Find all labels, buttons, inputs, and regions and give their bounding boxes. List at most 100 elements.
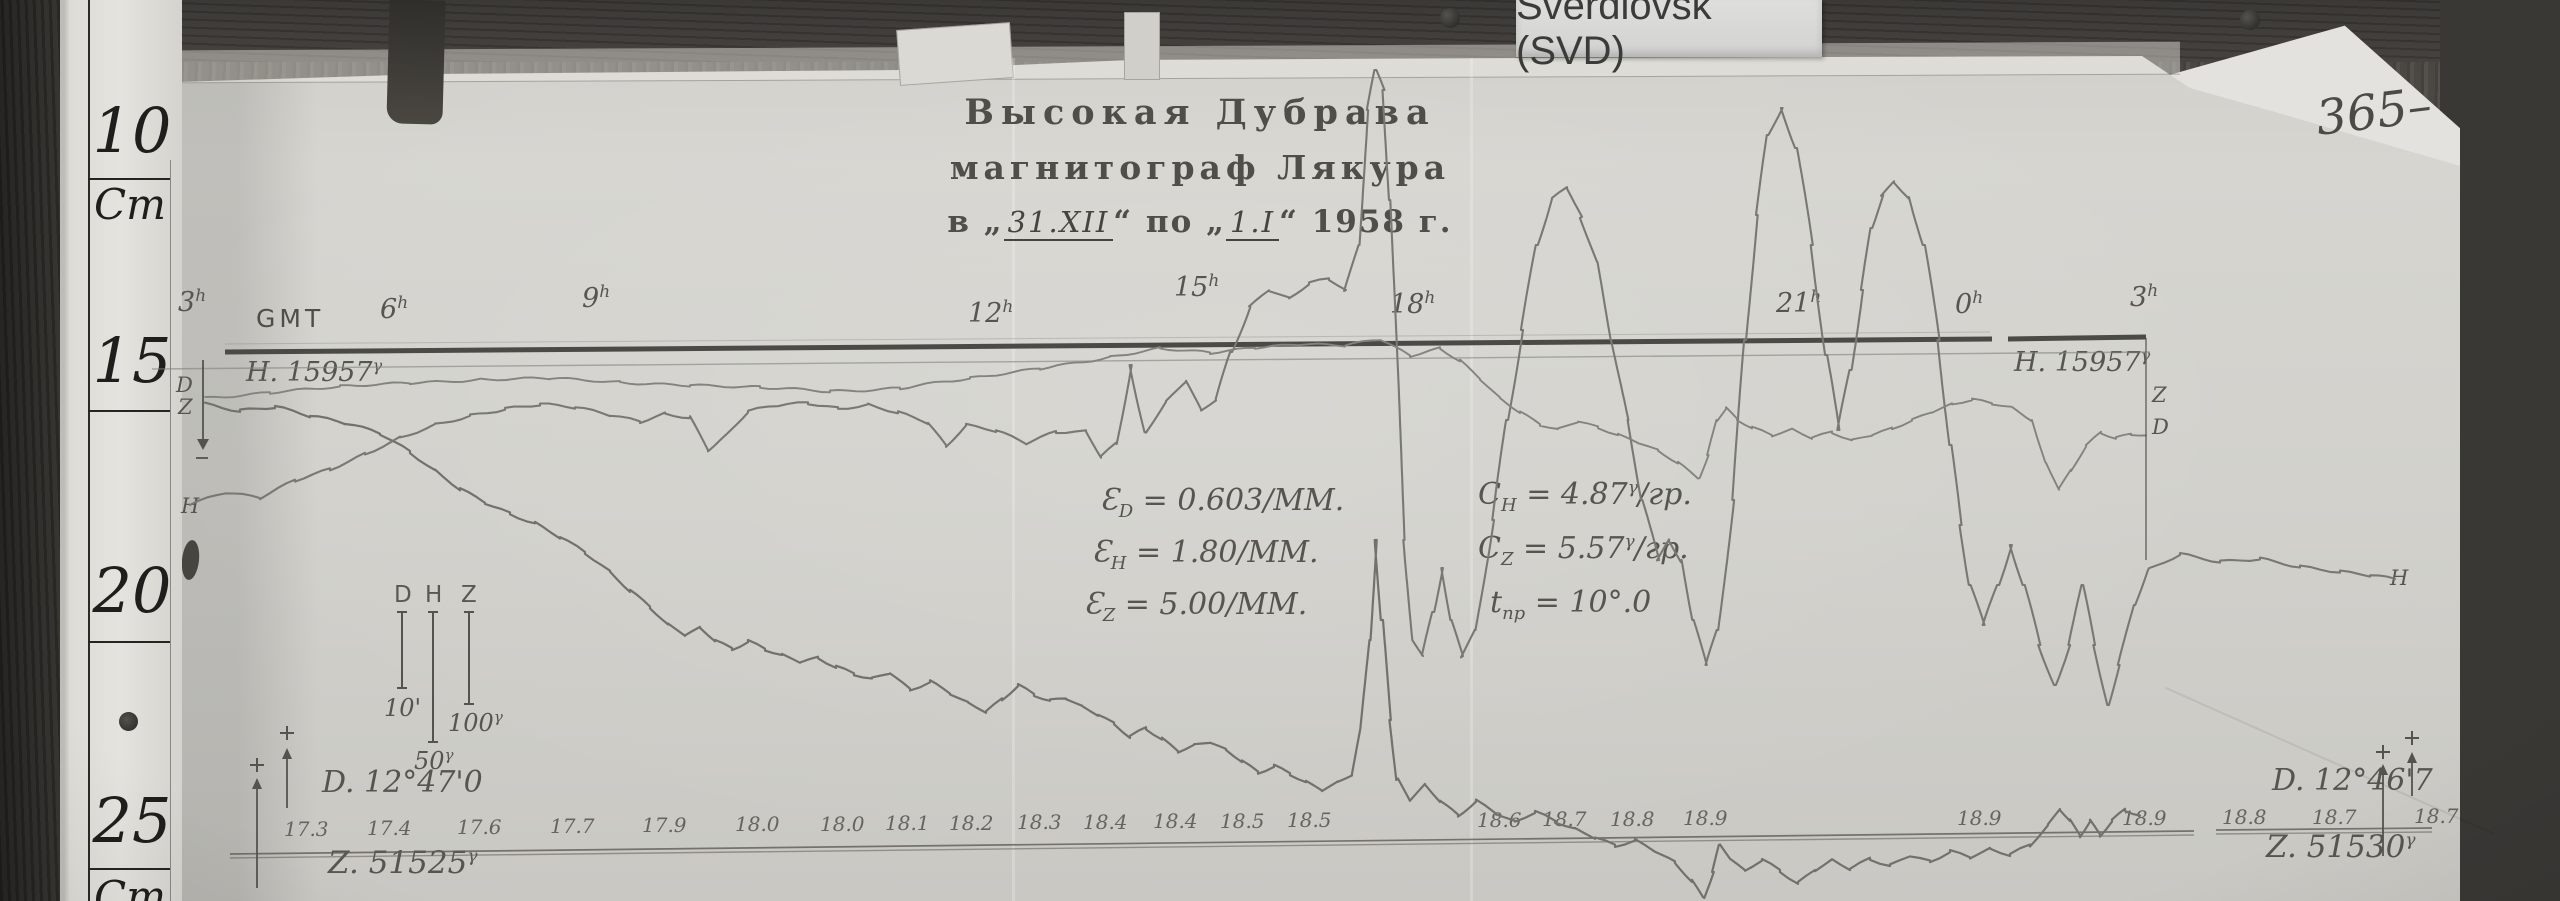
h-baseline-value: H. 15957	[2014, 347, 2141, 378]
z-baseline-value: Z. 51530	[2266, 829, 2406, 865]
date-to: 1.I	[1225, 205, 1280, 241]
temperature-value: 18.2	[949, 811, 994, 835]
temperature-value: 18.7	[1542, 807, 1587, 831]
constant-H: CH = 4.87γ/гр.	[1478, 477, 1692, 516]
ruler-hole	[119, 712, 138, 731]
hour-label-18: 18h	[1390, 288, 1436, 320]
gamma-sup: γ	[2140, 346, 2151, 365]
ruler-mark-20: 20	[92, 554, 172, 627]
temperature-value: 17.4	[367, 816, 412, 840]
legend-value-Z: 100γ	[448, 708, 503, 737]
temperature-value: 18.7	[2414, 804, 2459, 828]
close-quote: “	[1279, 204, 1299, 240]
date-from: 31.XII	[1003, 205, 1114, 241]
constant-пр: tпр = 10°.0	[1490, 585, 1652, 624]
wood-edge-right	[2440, 0, 2560, 901]
ruler-tick	[88, 641, 170, 643]
paper-crease	[1470, 58, 1473, 901]
close-quote: “	[1113, 204, 1134, 240]
hour-label-9: 9h	[582, 282, 611, 314]
epsilon-D: ƐD = 0.603/ММ.	[1100, 483, 1345, 522]
gamma-sup: γ	[467, 846, 478, 867]
open-quote: „	[983, 204, 1004, 240]
h-trace-end-letter: H	[2390, 566, 2409, 590]
epsilon-H: ƐH = 1.80/ММ.	[1092, 535, 1319, 574]
hour-label-0: 0h	[1955, 288, 1984, 320]
d-baseline-label-right: D. 12°46'7	[2272, 763, 2433, 798]
temperature-value: 18.9	[2122, 806, 2167, 830]
left-margin-z: Z	[178, 395, 193, 419]
ruler-mark-15: 15	[92, 324, 172, 397]
hour-label-3: 3h	[2130, 281, 2159, 313]
sheet-number: 365–	[2313, 77, 2435, 147]
temperature-value: 18.1	[885, 811, 930, 835]
gamma-sup: γ	[2405, 830, 2416, 851]
temperature-value: 18.8	[2222, 805, 2267, 829]
temperature-value: 18.4	[1083, 810, 1128, 834]
title-station: Высокая Дубрава	[964, 92, 1436, 133]
legend-letter-H: H	[425, 582, 443, 608]
hour-label-3: 3h	[178, 286, 207, 318]
legend-value-D: 10'	[384, 694, 422, 722]
hour-label-6: 6h	[380, 293, 409, 325]
screw-icon	[1440, 8, 1460, 28]
title-dates: в „ 31.XII “ по „ 1.I “ 1958 г.	[900, 204, 1500, 241]
title-instrument: магнитограф Лякура	[949, 148, 1451, 187]
temperature-value: 18.6	[1477, 808, 1522, 832]
gamma-sup: γ	[372, 356, 383, 375]
ruler-mark-25: 25	[92, 784, 172, 857]
temperature-value: 18.8	[1610, 807, 1655, 831]
temperature-value: 18.0	[735, 812, 780, 836]
date-prefix: в	[947, 204, 971, 240]
temperature-value: 18.9	[1683, 806, 1728, 830]
temperature-value: 18.0	[820, 812, 865, 836]
ruler-tick	[88, 410, 170, 412]
hour-label-15: 15h	[1174, 271, 1220, 303]
ruler-line-right	[170, 160, 171, 901]
right-margin-z: Z	[2152, 383, 2167, 407]
ruler-line	[88, 0, 90, 901]
hour-label-21: 21h	[1776, 287, 1822, 319]
temperature-value: 18.5	[1220, 809, 1265, 833]
epsilon-Z: ƐZ = 5.00/ММ.	[1084, 587, 1308, 626]
temperature-value: 18.7	[2312, 805, 2357, 829]
date-mid: по	[1145, 204, 1194, 240]
hour-label-12: 12h	[968, 297, 1014, 329]
h-baseline-label-left: H. 15957γ	[246, 356, 383, 388]
ruler-tick	[88, 868, 170, 870]
temperature-value: 17.9	[642, 813, 687, 837]
z-baseline-label-right: Z. 51530γ	[2266, 832, 2416, 863]
legend-letter-Z: Z	[461, 582, 477, 608]
ruler-mark-10: 10	[92, 94, 172, 167]
h-baseline-value: H. 15957	[246, 357, 373, 388]
temperature-value: 18.4	[1153, 809, 1198, 833]
mounting-clip	[386, 0, 446, 125]
temperature-value: 18.5	[1287, 808, 1332, 832]
h-baseline-label-right: H. 15957γ	[2014, 346, 2151, 378]
constant-Z: CZ = 5.57γ/гр.	[1478, 531, 1689, 570]
screw-icon	[2240, 10, 2260, 30]
station-label: Sverdlovsk (SVD)	[1516, 0, 1822, 73]
ruler-unit-cm: Cm	[94, 180, 166, 229]
ruler-unit-cm-bottom: Cm	[94, 872, 166, 901]
z-baseline-value: Z. 51525	[328, 845, 468, 881]
temperature-value: 17.3	[284, 817, 329, 841]
wood-edge-left	[0, 0, 62, 901]
temperature-value: 17.6	[457, 815, 502, 839]
right-margin-d: D	[2152, 415, 2169, 439]
magnetogram-paper	[178, 56, 2460, 901]
left-margin-h: H	[181, 494, 200, 518]
ruler-strip	[60, 0, 182, 901]
gmt-label: GMT	[256, 304, 325, 333]
temperature-value: 18.3	[1017, 810, 1062, 834]
legend-letter-D: D	[394, 582, 412, 608]
paper-tab-small	[1124, 12, 1160, 80]
ruler-tick	[88, 178, 170, 180]
temperature-value: 17.7	[550, 814, 595, 838]
d-baseline-label-left: D. 12°47'0	[322, 765, 483, 800]
date-year: 1958 г.	[1311, 204, 1453, 240]
z-baseline-label-left: Z. 51525γ	[328, 848, 478, 879]
open-quote: „	[1206, 204, 1226, 240]
temperature-value: 18.9	[1957, 806, 2002, 830]
